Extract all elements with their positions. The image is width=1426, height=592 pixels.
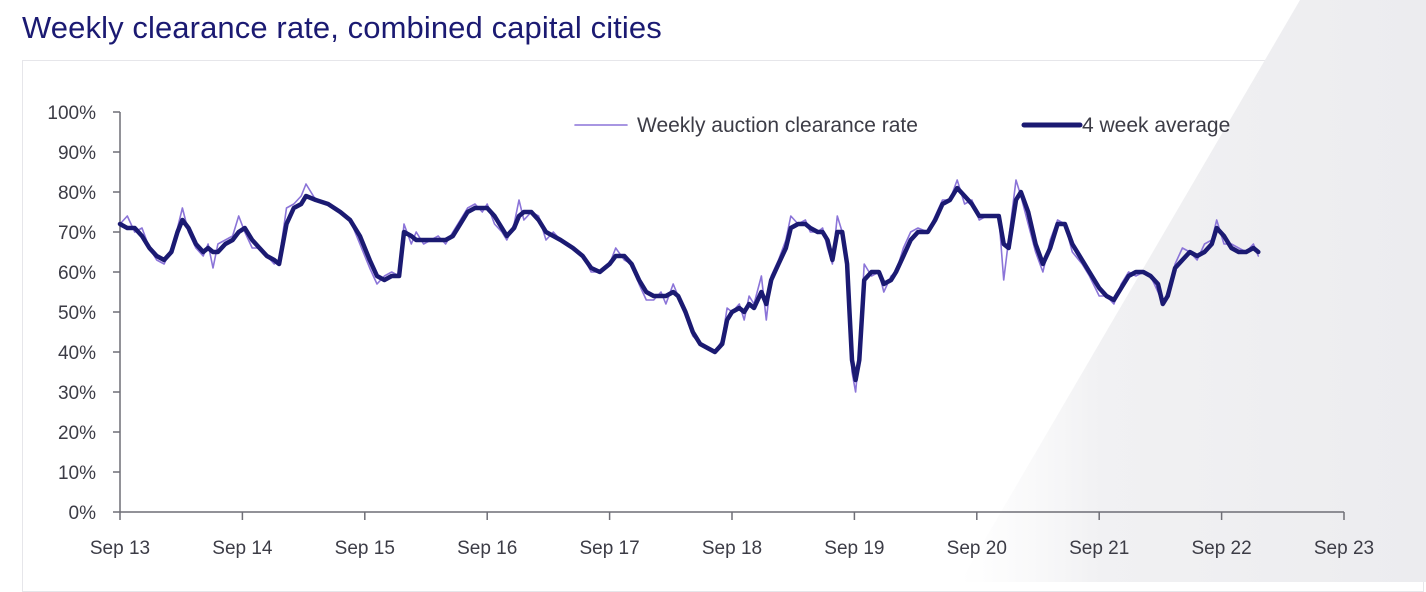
y-tick-label: 0%	[69, 503, 97, 524]
x-tick-label: Sep 17	[579, 538, 639, 559]
y-tick-label: 60%	[58, 263, 96, 284]
chart-title: Weekly clearance rate, combined capital …	[22, 10, 662, 45]
y-tick-label: 10%	[58, 463, 96, 484]
x-tick-label: Sep 21	[1069, 538, 1129, 559]
x-tick-label: Sep 22	[1191, 538, 1251, 559]
x-tick-label: Sep 13	[90, 538, 150, 559]
legend-label: Weekly auction clearance rate	[637, 114, 918, 137]
x-tick-label: Sep 18	[702, 538, 762, 559]
x-tick-label: Sep 19	[824, 538, 884, 559]
x-tick-label: Sep 23	[1314, 538, 1374, 559]
series-line-4-week-average	[117, 185, 1261, 383]
y-tick-label: 80%	[58, 183, 96, 204]
y-tick-label: 20%	[58, 423, 96, 444]
legend-label: 4 week average	[1082, 114, 1230, 137]
axes: 0% 10% 20% 30% 40% 50% 60% 70% 80% 90% 100% Sep 13 S…	[47, 103, 1374, 559]
y-tick-label: 100%	[47, 103, 96, 124]
y-tick-label: 90%	[58, 143, 96, 164]
x-tick-label: Sep 20	[947, 538, 1007, 559]
x-tick-label: Sep 14	[212, 538, 273, 559]
y-tick-label: 40%	[58, 343, 96, 364]
x-tick-label: Sep 15	[335, 538, 395, 559]
series-group	[117, 179, 1261, 393]
y-tick-label: 50%	[58, 303, 96, 324]
y-tick-label: 30%	[58, 383, 96, 404]
y-tick-label: 70%	[58, 223, 96, 244]
legend: Weekly auction clearance rate 4 week aver…	[574, 114, 1230, 137]
x-tick-label: Sep 16	[457, 538, 517, 559]
